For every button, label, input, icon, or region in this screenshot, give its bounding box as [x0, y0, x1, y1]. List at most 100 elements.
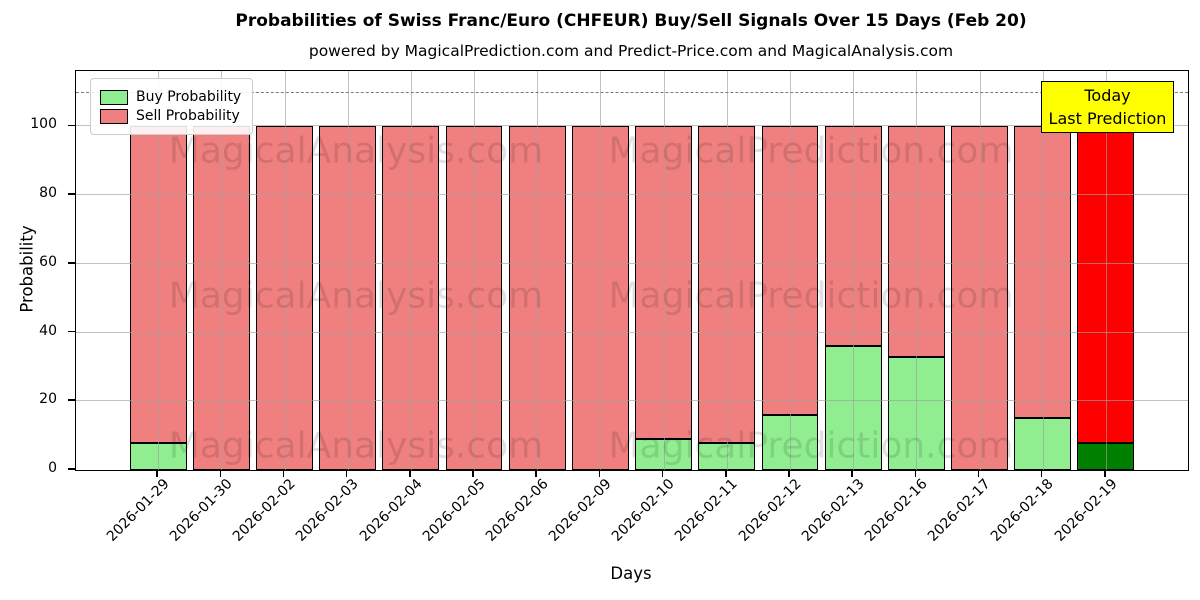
x-tick-mark	[156, 470, 158, 477]
y-axis-ticks: 0 20 40 60 80 100	[0, 70, 66, 476]
plot-area: MagicalAnalysis.com MagicalPrediction.com…	[75, 70, 1189, 471]
y-tick-mark	[68, 330, 75, 333]
x-tick-mark	[977, 470, 980, 477]
x-tick-mark	[535, 470, 538, 477]
x-tick-mark	[409, 470, 411, 477]
today-annotation-line2: Last Prediction	[1048, 109, 1167, 129]
bar-buy-segment	[761, 415, 819, 470]
bar-sell-segment	[951, 126, 1008, 470]
legend: Buy Probability Sell Probability	[90, 78, 254, 135]
y-tick-mark	[68, 399, 75, 402]
x-tick-mark	[345, 470, 348, 477]
chart-title: Probabilities of Swiss Franc/Euro (CHFEU…	[235, 11, 1027, 31]
vertical-gridline	[158, 71, 160, 470]
x-tick-mark	[851, 470, 853, 477]
x-tick-label: 2026-02-19	[1051, 476, 1121, 545]
x-tick-label: 2026-02-18	[988, 476, 1058, 545]
vertical-gridline	[979, 71, 981, 470]
x-tick-mark	[598, 470, 601, 477]
bar-sell-segment	[571, 126, 629, 470]
chart-subtitle: powered by MagicalPrediction.com and Pre…	[308, 42, 954, 60]
x-tick-label: 2026-01-30	[166, 476, 236, 545]
vertical-gridline	[789, 71, 791, 470]
y-tick-mark	[68, 468, 75, 470]
watermark-left: MagicalAnalysis.com	[168, 425, 544, 467]
x-tick-mark	[661, 470, 664, 477]
bar-sell-segment	[698, 126, 756, 443]
y-tick-label: 60	[39, 253, 57, 270]
sell-color-swatch	[100, 108, 128, 124]
horizontal-gridline	[76, 400, 1188, 402]
horizontal-gridline	[76, 331, 1188, 333]
y-tick-label: 0	[48, 460, 57, 476]
y-tick-label: 100	[30, 116, 57, 133]
watermark-right: MagicalPrediction.com	[608, 130, 1014, 172]
x-tick-label: 2026-02-10	[609, 476, 678, 545]
x-tick-label: 2026-02-06	[482, 476, 552, 545]
vertical-gridline	[410, 71, 412, 470]
x-tick-mark	[788, 470, 790, 477]
vertical-gridline	[853, 71, 855, 470]
legend-label-sell: Sell Probability	[136, 108, 240, 124]
bar-sell-segment	[508, 126, 566, 470]
horizontal-gridline	[76, 125, 1188, 127]
x-axis-ticks: 2026-01-29 2026-01-30 2026-02-02 2026-02-03…	[75, 474, 1187, 564]
x-tick-label: 2026-02-03	[293, 476, 363, 545]
today-annotation: Today Last Prediction	[1041, 81, 1174, 134]
vertical-gridline	[1042, 71, 1044, 470]
x-tick-mark	[1104, 470, 1106, 477]
today-annotation-line1: Today	[1084, 86, 1131, 105]
x-tick-label: 2026-02-12	[735, 476, 805, 545]
x-tick-mark	[724, 470, 727, 477]
x-tick-label: 2026-02-02	[229, 476, 299, 545]
y-tick-label: 20	[39, 391, 57, 408]
x-tick-label: 2026-01-29	[103, 476, 173, 545]
bar-sell-segment	[382, 126, 440, 470]
y-tick-mark	[68, 261, 75, 264]
horizontal-gridline	[76, 194, 1188, 196]
x-tick-mark	[219, 470, 222, 477]
bar-sell-segment	[761, 126, 819, 416]
vertical-gridline	[600, 71, 602, 470]
watermark-left: MagicalAnalysis.com	[168, 275, 544, 317]
legend-item-sell: Sell Probability	[100, 108, 241, 124]
vertical-gridline	[916, 71, 918, 470]
x-tick-mark	[1040, 470, 1043, 477]
watermark-left: MagicalAnalysis.com	[168, 130, 544, 172]
bar-buy-segment	[887, 356, 945, 470]
legend-item-buy: Buy Probability	[100, 89, 241, 105]
x-tick-mark	[472, 470, 474, 477]
x-tick-mark	[282, 470, 285, 477]
y-tick-mark	[68, 124, 75, 127]
bar-sell-segment	[192, 126, 250, 470]
legend-label-buy: Buy Probability	[136, 89, 242, 105]
x-tick-label: 2026-02-05	[419, 476, 489, 545]
bar-sell-segment	[1077, 126, 1135, 443]
x-tick-label: 2026-02-04	[356, 476, 426, 545]
vertical-gridline	[221, 71, 223, 470]
watermark-right: MagicalPrediction.com	[608, 275, 1014, 317]
x-tick-label: 2026-02-16	[861, 476, 931, 545]
vertical-gridline	[537, 71, 539, 470]
y-tick-mark	[68, 193, 75, 195]
bar-buy-segment	[1077, 442, 1135, 470]
vertical-gridline	[284, 71, 286, 470]
bar-sell-segment	[887, 126, 945, 357]
x-tick-label: 2026-02-17	[924, 476, 994, 545]
vertical-gridline	[474, 71, 476, 470]
y-tick-label: 80	[39, 185, 57, 202]
x-axis-label: Days	[610, 564, 652, 583]
bar-buy-segment	[698, 442, 756, 470]
vertical-gridline	[347, 71, 349, 470]
horizontal-gridline	[76, 262, 1188, 264]
vertical-gridline	[726, 71, 728, 470]
vertical-gridline	[1105, 71, 1107, 470]
bar-sell-segment	[256, 126, 313, 470]
x-tick-mark	[914, 470, 917, 477]
buy-color-swatch	[100, 89, 128, 105]
vertical-gridline	[663, 71, 665, 470]
y-tick-label: 40	[39, 322, 57, 339]
x-tick-label: 2026-02-11	[672, 476, 742, 545]
x-tick-label: 2026-02-09	[545, 476, 615, 545]
